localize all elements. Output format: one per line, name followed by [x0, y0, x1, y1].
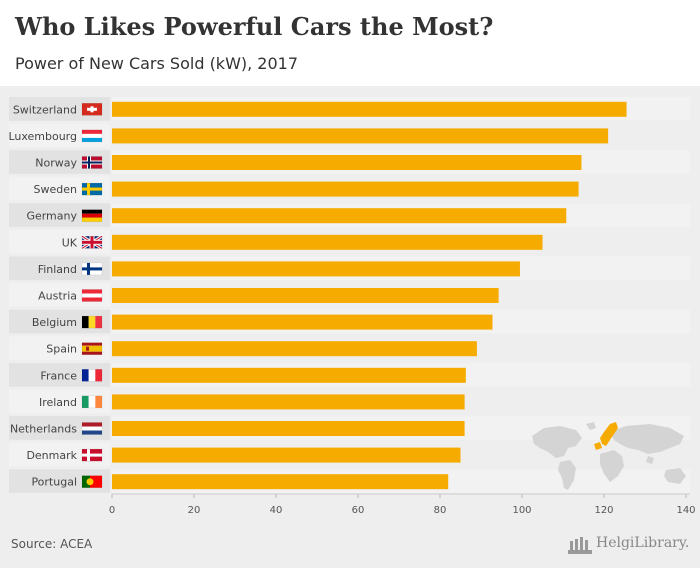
category-label: Finland	[38, 263, 77, 276]
brand-logo: HelgiLibrary.	[568, 532, 692, 558]
flag-nl-icon	[81, 422, 103, 435]
flag-no-icon	[81, 156, 103, 169]
category-label: Switzerland	[13, 103, 77, 116]
category-label: Germany	[26, 210, 77, 223]
bar-no	[112, 155, 582, 170]
bar-de	[112, 208, 567, 224]
world-map-icon	[532, 422, 686, 490]
flag-be-icon	[81, 315, 103, 329]
flag-se-icon	[81, 182, 103, 196]
bar-dk	[112, 447, 461, 463]
category-label: France	[40, 369, 77, 382]
x-tick-label: 40	[270, 505, 283, 516]
flag-ie-icon	[81, 395, 103, 409]
category-label: Netherlands	[10, 423, 77, 436]
header: Who Likes Powerful Cars the Most? Power …	[0, 0, 700, 86]
flag-pt-icon	[81, 475, 103, 488]
bar-se	[112, 181, 579, 197]
flag-fr-icon	[81, 369, 103, 382]
chart-title: Who Likes Powerful Cars the Most?	[15, 12, 494, 41]
bar-es	[112, 341, 477, 357]
flag-at-icon	[81, 289, 103, 302]
bar-nl	[112, 421, 465, 436]
x-tick-label: 100	[512, 505, 531, 516]
category-label: Portugal	[31, 476, 77, 489]
category-label: Norway	[35, 157, 77, 170]
flag-lu-icon	[81, 129, 103, 143]
source-note: Source: ACEA	[11, 537, 93, 551]
x-tick-label: 60	[352, 505, 365, 516]
x-tick-label: 140	[676, 505, 695, 516]
x-tick-label: 20	[188, 505, 201, 516]
category-label: Ireland	[39, 396, 77, 409]
bar-gb	[112, 234, 543, 250]
flag-fi-icon	[81, 262, 103, 276]
x-tick-label: 120	[594, 505, 613, 516]
bar-ch	[112, 101, 627, 117]
bar-pt	[112, 474, 449, 490]
bar-be	[112, 314, 493, 330]
bar-fr	[112, 367, 466, 383]
category-label: Denmark	[26, 449, 77, 462]
bar-lu	[112, 128, 609, 144]
category-label: Austria	[38, 290, 77, 303]
library-columns-icon	[568, 537, 592, 554]
brand-name: HelgiLibrary.	[596, 535, 690, 551]
chart-subtitle: Power of New Cars Sold (kW), 2017	[15, 54, 299, 73]
flag-de-icon	[81, 209, 103, 222]
bar-at	[112, 288, 499, 303]
bar-ie	[112, 394, 465, 410]
x-tick-label: 0	[109, 505, 115, 516]
flag-dk-icon	[81, 448, 103, 462]
category-label: Belgium	[32, 316, 77, 329]
category-label: UK	[62, 236, 78, 249]
flag-ch-icon	[81, 103, 103, 116]
flag-es-icon	[81, 342, 103, 355]
category-label: Spain	[46, 343, 77, 356]
flag-gb-icon	[81, 235, 103, 250]
category-label: Luxembourg	[8, 130, 77, 143]
bar-fi	[112, 261, 520, 277]
x-tick-label: 80	[434, 505, 447, 516]
category-label: Sweden	[34, 183, 77, 196]
